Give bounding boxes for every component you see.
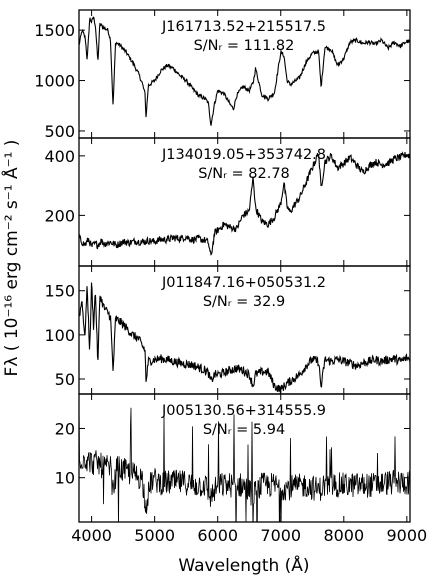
panel-frame [78,393,411,523]
y-tick-label: 200 [44,206,75,225]
x-axis-title: Wavelength (Å) [178,554,309,576]
snr-label: S/Nᵣ = 32.9 [203,294,285,310]
x-tick-label: 7000 [260,526,301,545]
object-name: J011847.16+050531.2 [161,275,326,291]
y-tick-label: 1000 [34,72,75,91]
spectrum-panel-1: 500 1000 1500 J161713.52+215517.5 S/Nᵣ = 111… [34,9,411,141]
spectrum-line [79,16,410,126]
snr-label: S/Nᵣ = 5.94 [203,422,285,438]
snr-label: S/Nᵣ = 82.78 [198,166,290,182]
snr-label: S/Nᵣ = 111.82 [194,38,295,54]
x-tick-label: 4000 [71,526,112,545]
x-tick-label: 6000 [197,526,238,545]
object-name: J134019.05+353742.8 [161,147,326,163]
y-tick-label: 10 [55,469,75,488]
panel-stack: 500 1000 1500 J161713.52+215517.5 S/Nᵣ = 111… [34,9,427,545]
y-tick-label: 400 [44,147,75,166]
y-axis-title: Fλ ( 10⁻¹⁶ erg cm⁻² s⁻¹ Å⁻¹ ) [0,140,22,377]
y-tick-label: 100 [44,326,75,345]
y-tick-label: 150 [44,282,75,301]
y-tick-label: 1500 [34,21,75,40]
y-tick-label: 50 [55,370,75,389]
spectrum-panel-2: 200 400 J134019.05+353742.8 S/Nᵣ = 82.78 [44,137,411,267]
spectrum-line [79,400,410,522]
spectrum-line [79,282,410,394]
y-tick-label: 20 [55,419,75,438]
spectrum-panel-3: 50 100 150 J011847.16+050531.2 S/Nᵣ = 32.9 [44,265,411,395]
x-tick-label: 5000 [134,526,175,545]
object-name: J161713.52+215517.5 [161,19,326,35]
x-tick-label: 8000 [323,526,364,545]
spectrum-panel-4: 10 20 J005130.56+314555.9 S/Nᵣ = 5.94 [55,393,411,523]
spectrum-line [79,151,410,256]
x-tick-label: 9000 [386,526,427,545]
y-tick-label: 500 [44,122,75,141]
object-name: J005130.56+314555.9 [161,403,326,419]
